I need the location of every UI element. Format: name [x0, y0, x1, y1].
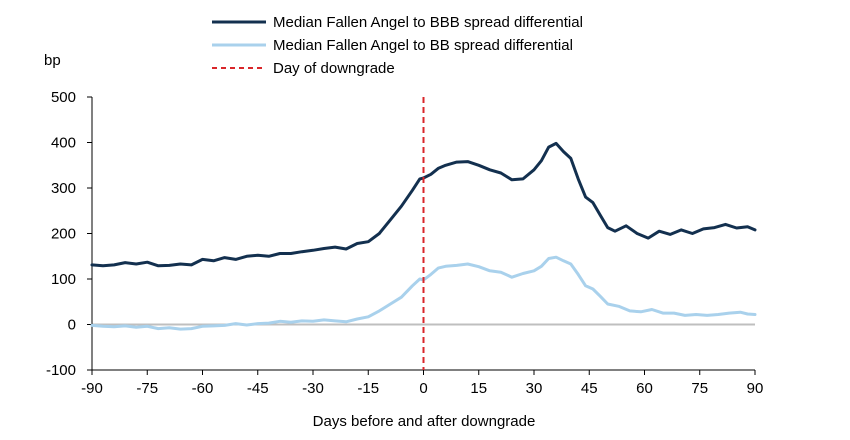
y-tick-labels: -100 0 100 200 300 400 500: [46, 89, 76, 379]
x-tick-label: 90: [747, 380, 764, 397]
x-tick-label: 60: [636, 380, 653, 397]
x-axis-title: Days before and after downgrade: [313, 413, 536, 430]
legend-item-downgrade: Day of downgrade: [212, 60, 395, 77]
x-tick-label: -90: [81, 380, 103, 397]
y-axis-title: bp: [44, 52, 61, 69]
y-tick-label: 0: [68, 317, 76, 334]
legend-item-bbb: Median Fallen Angel to BBB spread differ…: [212, 14, 583, 31]
y-tick-label: 300: [51, 180, 76, 197]
y-tick-label: 400: [51, 135, 76, 152]
y-tick-label: 200: [51, 226, 76, 243]
x-tick-labels: -90 -75 -60 -45 -30 -15 0 15 30 45 60 75 90: [81, 380, 763, 397]
x-tick-label: -75: [136, 380, 158, 397]
legend-label: Median Fallen Angel to BB spread differe…: [273, 37, 573, 54]
legend-label: Day of downgrade: [273, 60, 395, 77]
x-tick-label: 75: [691, 380, 708, 397]
series-layer: [90, 141, 757, 331]
axes: [87, 96, 756, 375]
legend: Median Fallen Angel to BBB spread differ…: [212, 14, 583, 77]
x-tick-label: -15: [357, 380, 379, 397]
x-tick-label: 15: [470, 380, 487, 397]
y-tick-label: 500: [51, 89, 76, 106]
x-tick-label: 0: [419, 380, 427, 397]
x-tick-label: -45: [247, 380, 269, 397]
x-tick-label: -30: [302, 380, 324, 397]
legend-label: Median Fallen Angel to BBB spread differ…: [273, 14, 583, 31]
y-tick-label: 100: [51, 271, 76, 288]
legend-item-bb: Median Fallen Angel to BB spread differe…: [212, 37, 573, 54]
x-tick-label: 30: [526, 380, 543, 397]
x-tick-label: 45: [581, 380, 598, 397]
x-tick-label: -60: [192, 380, 214, 397]
series-line-bbb: [90, 141, 757, 268]
series-line-bb: [90, 255, 757, 331]
y-tick-label: -100: [46, 362, 76, 379]
